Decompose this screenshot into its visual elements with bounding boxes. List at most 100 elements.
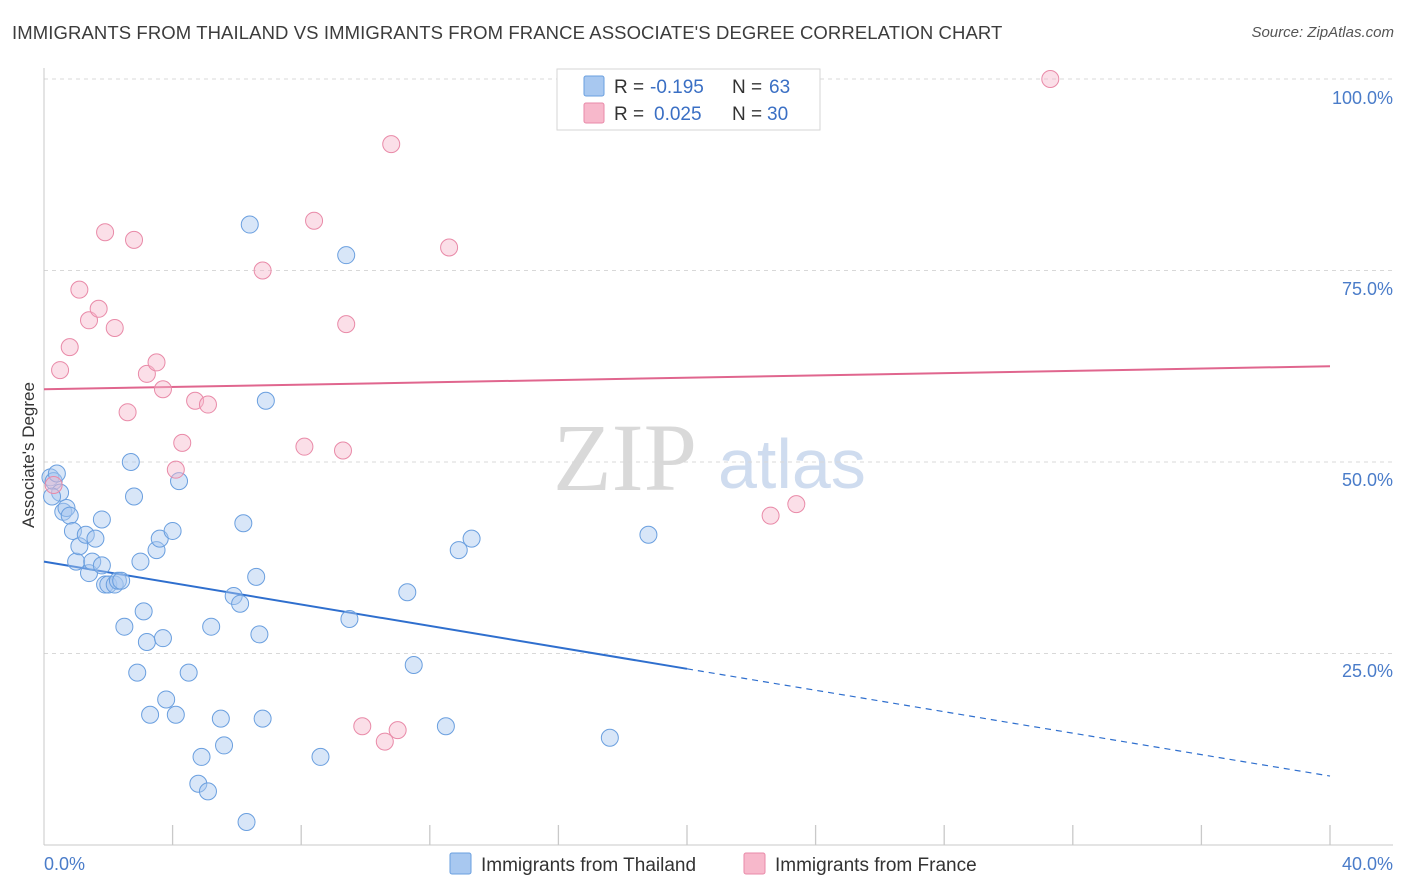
data-point-thailand — [231, 594, 250, 613]
data-point-france — [89, 299, 108, 318]
data-point-france — [118, 403, 137, 422]
data-point-thailand — [134, 602, 153, 621]
data-point-thailand — [67, 552, 86, 571]
data-point-thailand — [189, 774, 208, 793]
bottom-legend-label-thailand: Immigrants from Thailand — [481, 855, 696, 876]
legend-r-label-thailand: R = — [614, 77, 644, 98]
data-point-thailand — [404, 655, 423, 674]
data-point-france — [353, 717, 372, 736]
data-point-france — [382, 135, 401, 154]
data-point-france — [51, 361, 70, 380]
data-point-france — [440, 238, 459, 257]
data-point-france — [173, 433, 192, 452]
data-point-thailand — [340, 610, 359, 629]
data-point-thailand — [398, 583, 417, 602]
data-point-thailand — [256, 391, 275, 410]
x-tick-label-min: 0.0% — [44, 854, 85, 874]
data-point-france — [153, 380, 172, 399]
data-point-thailand — [147, 541, 166, 560]
data-point-france — [761, 506, 780, 525]
data-point-thailand — [92, 510, 111, 529]
data-point-thailand — [76, 525, 95, 544]
data-point-thailand — [153, 629, 172, 648]
data-point-france — [253, 261, 272, 280]
data-point-thailand — [234, 514, 253, 533]
y-axis-title: Associate's Degree — [19, 382, 38, 528]
series-france — [44, 70, 1060, 751]
legend-n-value-thailand: 63 — [769, 77, 790, 98]
bottom-legend-swatch-thailand — [449, 852, 472, 875]
data-point-france — [166, 460, 185, 479]
data-point-france — [787, 495, 806, 514]
data-point-france — [137, 364, 156, 383]
data-point-thailand — [60, 506, 79, 525]
data-point-thailand — [250, 625, 269, 644]
source-credit: Source: ZipAtlas.com — [1251, 24, 1394, 41]
data-point-thailand — [311, 747, 330, 766]
gridlines — [44, 78, 1393, 654]
data-point-thailand — [462, 529, 481, 548]
data-point-france — [80, 311, 99, 330]
data-point-france — [60, 338, 79, 357]
trend-lines — [43, 365, 1331, 777]
data-point-thailand — [125, 487, 144, 506]
data-point-thailand — [202, 617, 221, 636]
data-point-thailand — [86, 529, 105, 548]
y-tick-label-75: 75.0% — [1342, 279, 1393, 299]
data-point-thailand — [198, 782, 217, 801]
data-point-thailand — [192, 747, 211, 766]
data-point-thailand — [240, 215, 259, 234]
data-point-thailand — [237, 813, 256, 832]
trend-line-thailand-extension — [686, 668, 1331, 777]
data-point-france — [147, 353, 166, 372]
data-point-france — [105, 318, 124, 337]
data-point-thailand — [436, 717, 455, 736]
data-point-thailand — [121, 453, 140, 471]
trend-line-france — [43, 365, 1331, 391]
trend-line-thailand — [43, 560, 688, 670]
legend-n-value-france: 30 — [767, 104, 788, 125]
data-point-thailand — [83, 552, 102, 571]
data-point-thailand — [211, 709, 230, 728]
y-tick-label-100: 100.0% — [1332, 88, 1393, 108]
legend-n-label-france: N = — [732, 104, 762, 125]
data-point-thailand — [70, 537, 89, 556]
bottom-legend-swatch-france — [743, 852, 766, 875]
data-point-thailand — [600, 728, 619, 747]
legend-swatch-thailand — [583, 75, 605, 97]
data-point-thailand — [166, 705, 185, 724]
chart-title: IMMIGRANTS FROM THAILAND VS IMMIGRANTS F… — [12, 22, 1003, 43]
legend-swatch-france — [583, 102, 605, 124]
data-point-france — [375, 732, 394, 751]
y-tick-label-25: 25.0% — [1342, 661, 1393, 681]
data-point-thailand — [137, 633, 156, 652]
data-point-thailand — [449, 541, 468, 560]
data-point-thailand — [163, 521, 182, 540]
series-thailand — [41, 215, 658, 832]
watermark-zip: ZIP — [553, 404, 697, 511]
data-point-thailand — [43, 487, 62, 506]
legend-r-value-thailand: -0.195 — [650, 77, 704, 98]
bottom-legend-label-france: Immigrants from France — [775, 855, 977, 876]
data-point-france — [388, 721, 407, 740]
legend-n-label-thailand: N = — [732, 77, 762, 98]
series-legend: Immigrants from Thailand Immigrants from… — [449, 852, 977, 876]
data-point-france — [198, 395, 217, 414]
data-point-france — [125, 230, 144, 249]
data-point-thailand — [92, 556, 111, 575]
correlation-legend: R = -0.195 N = 63 R = 0.025 N = 30 — [556, 68, 821, 131]
data-point-france — [44, 475, 63, 494]
y-tick-label-50: 50.0% — [1342, 470, 1393, 490]
data-point-thailand — [112, 571, 131, 590]
data-point-france — [337, 315, 356, 334]
legend-r-value-france: 0.025 — [654, 104, 702, 125]
data-point-thailand — [253, 709, 272, 728]
data-point-france — [70, 280, 89, 299]
data-point-thailand — [170, 472, 189, 491]
data-point-thailand — [247, 567, 266, 586]
x-tick-label-max: 40.0% — [1342, 854, 1393, 874]
axes — [43, 68, 1393, 846]
data-point-france — [1041, 70, 1060, 88]
data-point-thailand — [141, 705, 160, 724]
data-point-france — [305, 211, 324, 230]
